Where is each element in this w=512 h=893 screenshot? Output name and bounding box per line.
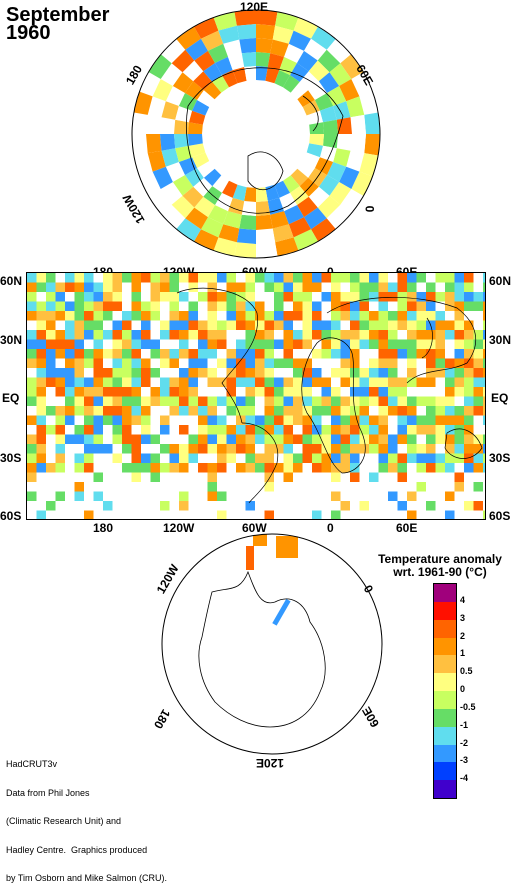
right-lat-30n: 30N [489, 333, 512, 347]
credits-line-5: by Tim Osborn and Mike Salmon (CRU). [6, 873, 168, 883]
legend-swatch [434, 744, 456, 763]
legend-swatch [434, 619, 456, 638]
title-month: September [6, 4, 110, 26]
legend-swatch [434, 637, 456, 656]
legend-swatch [434, 726, 456, 745]
south-polar-map: 120W 0 180 60E 120E [151, 532, 384, 770]
np-label-120e: 120E [240, 0, 269, 14]
north-polar-svg [131, 9, 381, 259]
north-polar-map: 120E 180 60E 120W 0 [120, 0, 384, 262]
legend-tick-label: 0 [460, 684, 466, 694]
south-polar-svg [161, 533, 383, 755]
left-lat-60n: 60N [0, 274, 23, 288]
legend-tick-label: 4 [460, 594, 466, 605]
map-title: September 1960 [6, 4, 110, 44]
legend-tick-label: -3 [460, 755, 469, 766]
right-lat-60s: 60S [489, 509, 511, 523]
legend-tick-label: -1 [460, 719, 469, 730]
legend-tick-label: 3 [460, 612, 466, 623]
legend-swatch [434, 601, 456, 621]
legend-swatch [434, 584, 456, 603]
credits-line-4: Hadley Centre. Graphics produced [6, 844, 148, 855]
credits-line-2: Data from Phil Jones [6, 787, 90, 798]
bottom-lon-180: 180 [93, 521, 114, 535]
legend-tick-label: 0.5 [460, 666, 473, 677]
left-lat-60s: 60S [0, 509, 22, 523]
bottom-lon-60e: 60E [396, 521, 418, 535]
legend-swatch [434, 655, 456, 674]
credits: HadCRUT3v Data from Phil Jones (Climatic… [6, 741, 167, 893]
legend-swatch [434, 673, 456, 692]
legend-tick-label: -0.5 [460, 701, 476, 712]
world-coastlines [176, 287, 483, 504]
antarctica-coast [198, 570, 326, 728]
legend-title-line1: Temperature anomaly [378, 552, 502, 566]
bottom-lon-60w: 60W [242, 521, 267, 535]
world-map [26, 272, 486, 520]
legend-colorbar [433, 583, 457, 799]
legend-swatch [434, 780, 456, 799]
np-label-0: 0 [362, 205, 377, 213]
legend-tick-label: -4 [460, 773, 469, 784]
left-lat-30n: 30N [0, 333, 23, 347]
legend-swatch [434, 762, 456, 781]
credits-line-1: HadCRUT3v [6, 759, 58, 769]
left-lat-eq: EQ [2, 391, 20, 405]
right-lat-30s: 30S [489, 451, 511, 465]
right-lat-eq: EQ [491, 391, 509, 405]
legend-swatch [434, 708, 456, 728]
south-cells [162, 534, 298, 747]
title-year: 1960 [6, 22, 51, 44]
sp-label-120e: 120E [256, 756, 285, 770]
legend-title-line2: wrt. 1961-90 (°C) [393, 565, 487, 579]
bottom-lon-120w: 120W [163, 521, 195, 535]
legend-tick-label: 1 [460, 648, 466, 659]
world-map-svg [27, 273, 485, 519]
north-coastlines [186, 67, 344, 214]
legend-tick-label: -2 [460, 737, 469, 748]
left-lat-30s: 30S [0, 451, 22, 465]
bottom-lon-0: 0 [327, 521, 334, 535]
legend-title: Temperature anomaly wrt. 1961-90 (°C) [368, 553, 512, 579]
legend-swatch [434, 691, 456, 710]
credits-line-3: (Climatic Research Unit) and [6, 816, 122, 826]
legend-tick-label: 2 [460, 630, 466, 641]
right-lat-60n: 60N [489, 274, 512, 288]
